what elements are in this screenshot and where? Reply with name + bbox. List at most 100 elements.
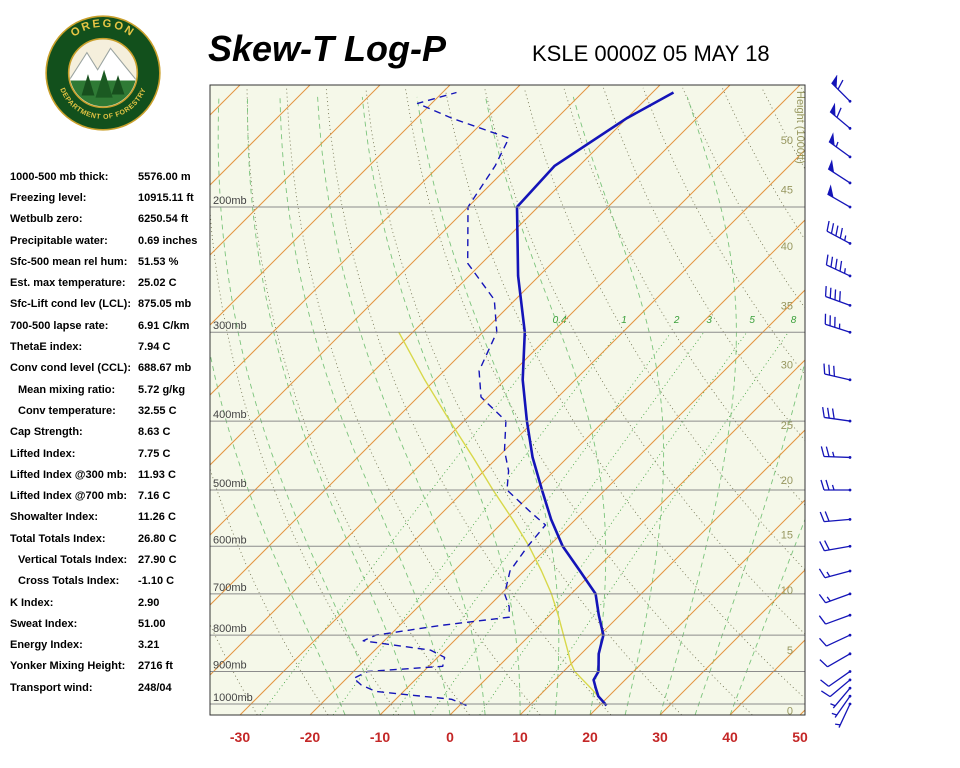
dewpoint-trace: [352, 91, 547, 707]
mixing-ratio-line: [332, 333, 619, 715]
skewt-chart: 0.4 1 2 3 5 8200mb300mb400mb500mb600mb700mb80…: [209, 75, 905, 745]
wind-barb: [819, 540, 852, 552]
mixing-ratio-line: [392, 333, 671, 715]
isotherm-line: [799, 709, 805, 715]
dry-adiabat-line: [444, 87, 805, 699]
index-row: Mean mixing ratio: 5.72 g/kg: [10, 379, 210, 400]
wind-barb: [829, 102, 852, 130]
dry-adiabat-line: [801, 87, 805, 96]
wind-barb: [819, 511, 852, 523]
index-label: Transport wind:: [10, 681, 93, 694]
index-row: Lifted Index @700 mb: 7.16 C: [10, 485, 210, 506]
height-tick-label: 45: [781, 185, 793, 197]
isotherm-line: [589, 499, 805, 715]
moist-adiabat-line: [416, 96, 560, 715]
index-row: Conv temperature: 32.55 C: [10, 400, 210, 421]
wind-barb: [831, 694, 852, 718]
moist-adiabat-line: [217, 96, 381, 715]
index-label: Freezing level:: [10, 191, 87, 204]
mixing-ratio-line: [259, 333, 554, 715]
wind-barb: [831, 75, 852, 103]
isotherm-line: [210, 85, 381, 256]
index-value: 10915.11 ft: [138, 191, 194, 204]
isobar-label: 300mb: [213, 320, 247, 332]
index-row: Precipitable water: 0.69 inches: [10, 230, 210, 251]
dry-adiabat-line: [642, 87, 805, 376]
index-value: 27.90 C: [138, 553, 177, 566]
index-row: Lifted Index: 7.75 C: [10, 443, 210, 464]
index-row: Total Totals Index: 26.80 C: [10, 528, 210, 549]
index-label: Est. max temperature:: [10, 277, 126, 290]
mixing-ratio-label: 0.4: [553, 315, 567, 326]
wind-barb: [818, 568, 852, 579]
index-value: 0.69 inches: [138, 234, 198, 247]
isobar-label: 1000mb: [213, 692, 253, 704]
index-label: Vertical Totals Index:: [18, 553, 128, 566]
temperature-tick-label: 40: [722, 729, 738, 745]
index-value: 5.72 g/kg: [138, 383, 186, 396]
dry-adiabat-line: [405, 87, 753, 715]
index-label: Precipitable water:: [10, 234, 108, 247]
isotherm-line: [210, 85, 801, 676]
isotherm-line: [210, 85, 451, 326]
wind-barb: [822, 407, 852, 423]
index-value: 6250.54 ft: [138, 213, 189, 226]
moist-adiabat-line: [210, 351, 346, 715]
plot-background: [210, 85, 805, 715]
index-value: 7.94 C: [138, 341, 171, 354]
index-label: Conv cond level (CCL):: [10, 362, 132, 375]
index-value: 26.80 C: [138, 532, 177, 545]
isotherm-line: [519, 429, 805, 715]
wind-barb: [818, 592, 852, 604]
wind-barb: [830, 686, 852, 709]
wind-barb: [823, 363, 852, 382]
temperature-tick-label: 0: [446, 729, 454, 745]
isotherm-line: [210, 85, 731, 606]
dry-adiabat-line: [246, 87, 470, 715]
index-label: Lifted Index:: [10, 447, 76, 460]
index-label: K Index:: [10, 596, 54, 609]
temperature-trace: [515, 91, 675, 707]
index-value: 51.53 %: [138, 255, 179, 268]
wind-barb: [820, 678, 852, 698]
odf-logo-art: OREGON DEPARTMENT OF FORESTRY: [45, 15, 161, 131]
isobar-label: 900mb: [213, 659, 247, 671]
index-row: Wetbulb zero: 6250.54 ft: [10, 209, 210, 230]
wind-barb: [819, 633, 852, 647]
wind-barb: [820, 670, 852, 687]
isotherm-line: [309, 219, 805, 715]
sounding-indices-panel: 1000-500 mb thick: 5576.00 m Freezing leve…: [10, 166, 210, 698]
height-tick-label: 35: [781, 300, 793, 312]
isobar-label: 400mb: [213, 409, 247, 421]
index-row: Freezing level: 10915.11 ft: [10, 187, 210, 208]
isotherm-line: [210, 85, 591, 466]
height-tick-label: 0: [787, 705, 793, 717]
index-value: 11.26 C: [138, 511, 176, 524]
index-label: Cross Totals Index:: [18, 575, 120, 588]
index-label: 700-500 lapse rate:: [10, 319, 109, 332]
wind-barb: [820, 446, 852, 459]
index-value: 248/04: [138, 681, 172, 694]
isobar-label: 600mb: [213, 534, 247, 546]
height-tick-label: 30: [781, 359, 793, 371]
page-title: Skew-T Log-P: [208, 28, 447, 69]
index-value: 5576.00 m: [138, 170, 191, 183]
index-value: 7.75 C: [138, 447, 171, 460]
wind-barb: [824, 286, 852, 307]
mixing-ratio-label: 2: [673, 315, 680, 326]
isotherm-line: [210, 85, 661, 536]
index-label: Energy Index:: [10, 639, 83, 652]
dry-adiabat-line: [881, 88, 905, 715]
index-row: Cross Totals Index: -1.10 C: [10, 571, 210, 592]
index-label: Total Totals Index:: [10, 532, 106, 545]
wind-barb: [825, 254, 852, 278]
height-tick-label: 40: [781, 241, 793, 253]
plot-border: [209, 84, 806, 716]
dry-adiabat-line: [365, 87, 682, 715]
index-row: ThetaE index: 7.94 C: [10, 336, 210, 357]
index-label: Lifted Index @300 mb:: [10, 468, 128, 481]
moist-adiabat-line: [317, 96, 486, 715]
wind-barb: [818, 613, 852, 625]
moist-adiabat-line: [572, 96, 665, 715]
isotherm-line: [449, 359, 805, 715]
